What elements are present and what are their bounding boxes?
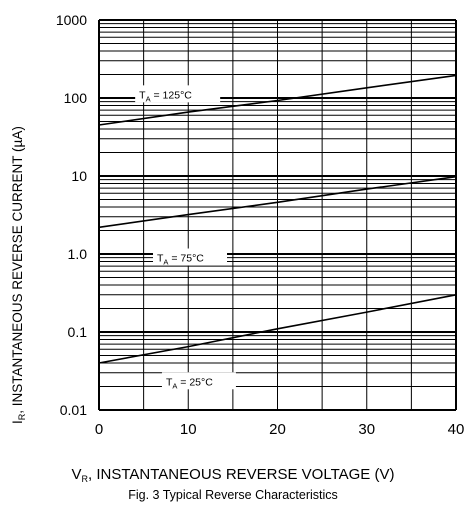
series-label-1: TA = 75°C [157, 253, 204, 267]
y-tick-label: 10 [71, 168, 87, 184]
series-label-background [135, 85, 221, 103]
series-label-0: TA = 125°C [139, 89, 192, 103]
series-label-background [161, 372, 236, 390]
y-axis-label-wrap: IR, INSTANTANEOUS REVERSE CURRENT (µA) [6, 126, 28, 424]
series-line-2 [98, 294, 457, 364]
y-tick-label: 100 [64, 90, 88, 106]
series-label-2: TA = 25°C [166, 376, 213, 390]
x-tick-label: 30 [358, 421, 375, 438]
x-axis-label: VR, INSTANTANEOUS REVERSE VOLTAGE (V) [71, 466, 395, 484]
chart-series-group [98, 74, 457, 364]
series-line-1 [98, 175, 457, 229]
chart-series-labels: TA = 125°C TA = 75°C TA = 25°C [135, 85, 236, 390]
figure-caption: Fig. 3 Typical Reverse Characteristics [128, 488, 338, 502]
y-tick-label: 0.1 [68, 324, 88, 340]
x-tick-label: 10 [180, 421, 197, 438]
y-axis-label: IR, INSTANTANEOUS REVERSE CURRENT (µA) [10, 126, 27, 424]
y-tick-label: 1.0 [68, 246, 88, 262]
y-tick-label: 0.01 [60, 402, 87, 418]
y-tick-label: 1000 [56, 12, 87, 28]
x-tick-label: 0 [95, 421, 103, 438]
x-tick-label: 40 [448, 421, 465, 438]
x-tick-label: 20 [269, 421, 286, 438]
series-line-0 [98, 74, 457, 126]
chart-grid [98, 19, 457, 411]
chart-tick-labels: 0.01 0.1 1.0 10 100 1000 0 10 20 30 40 [56, 12, 465, 438]
series-label-background [153, 248, 228, 266]
